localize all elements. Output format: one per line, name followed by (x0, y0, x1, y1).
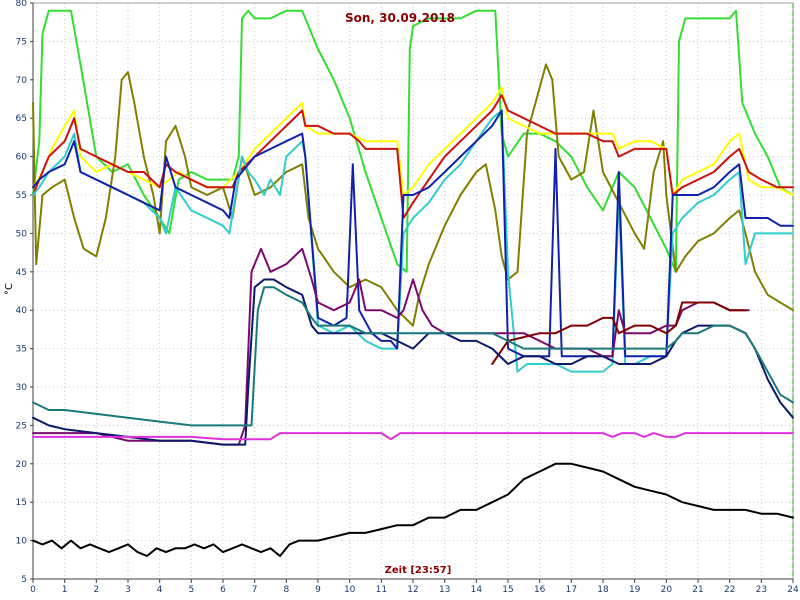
y-tick-label: 45 (16, 268, 27, 278)
series-line-12 (32, 462, 794, 557)
axes (30, 2, 794, 583)
x-tick-label: 10 (344, 585, 356, 595)
x-tick-label: 18 (597, 585, 609, 595)
y-tick-label: 25 (16, 421, 27, 431)
x-tick-label: 24 (787, 585, 799, 595)
x-axis-label: Zeit [23:57] (385, 565, 452, 576)
y-tick-label: 20 (16, 460, 28, 470)
y-tick-label: 50 (16, 229, 28, 239)
grid-lines (33, 2, 793, 579)
x-tick-label: 1 (62, 585, 68, 595)
y-tick-label: 60 (16, 153, 28, 163)
x-tick-label: 22 (724, 585, 735, 595)
x-tick-label: 8 (283, 585, 289, 595)
x-tick-label: 12 (407, 585, 418, 595)
y-tick-label: 5 (21, 575, 27, 585)
y-tick-label: 80 (16, 0, 28, 9)
y-tick-label: 40 (16, 306, 28, 316)
x-tick-label: 3 (125, 585, 131, 595)
x-tick-label: 19 (629, 585, 641, 595)
y-tick-label: 55 (16, 191, 27, 201)
series-line-10 (32, 286, 794, 427)
chart-title: Son, 30.09.2018 (345, 11, 455, 25)
series-line-2 (32, 63, 794, 327)
x-tick-label: 7 (252, 585, 258, 595)
x-tick-label: 6 (220, 585, 226, 595)
series-layer (32, 9, 794, 557)
series-line-8 (491, 301, 747, 365)
x-tick-label: 23 (756, 585, 767, 595)
y-tick-label: 15 (16, 498, 27, 508)
x-tick-label: 16 (534, 585, 546, 595)
x-tick-label: 11 (376, 585, 387, 595)
y-tick-label: 75 (16, 37, 27, 47)
x-tick-label: 14 (471, 585, 483, 595)
y-tick-label: 30 (16, 383, 28, 393)
x-tick-label: 0 (30, 585, 36, 595)
y-tick-label: 35 (16, 345, 27, 355)
y-axis-label: °C (4, 283, 15, 295)
series-line-11 (32, 432, 794, 441)
tick-labels: 0 1 2 3 4 5 6 7 8 9 10 11 12 13 14 15 16 17 18 19 20 21 22 23 24… (16, 0, 799, 595)
x-tick-label: 17 (566, 585, 577, 595)
x-tick-label: 15 (502, 585, 513, 595)
series-line-7 (32, 247, 750, 446)
x-tick-label: 20 (661, 585, 673, 595)
y-tick-label: 10 (16, 537, 28, 547)
y-tick-label: 70 (16, 76, 28, 86)
x-tick-label: 9 (315, 585, 321, 595)
series-line-4 (32, 94, 794, 219)
x-tick-label: 4 (157, 585, 163, 595)
y-tick-label: 65 (16, 114, 27, 124)
x-tick-label: 5 (188, 585, 194, 595)
x-tick-label: 21 (692, 585, 703, 595)
x-tick-label: 2 (93, 585, 99, 595)
x-tick-label: 13 (439, 585, 450, 595)
